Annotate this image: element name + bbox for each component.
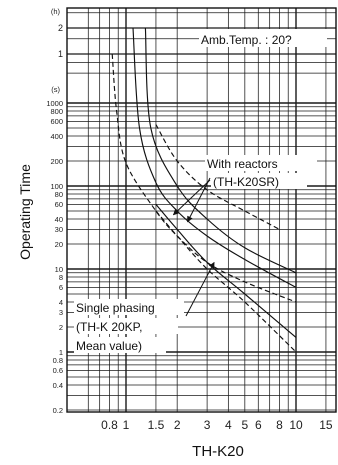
y-tick-label: 600 <box>50 117 63 126</box>
x-tick-label: 0.8 <box>101 418 118 432</box>
annotation-text: (TH-K20SR) <box>213 175 279 189</box>
x-tick-label: 6 <box>255 418 262 432</box>
y-tick-label: 30 <box>55 225 63 234</box>
y-section-label: (h) <box>51 7 61 16</box>
x-tick-label: 2 <box>174 418 181 432</box>
y-tick-label: 20 <box>55 240 63 249</box>
x-tick-label: 8 <box>276 418 283 432</box>
y-tick-label: 80 <box>55 190 63 199</box>
y-tick-label: 0.6 <box>53 366 63 375</box>
x-tick-label: 1 <box>123 418 130 432</box>
annotation-text: Mean value) <box>76 339 142 353</box>
series-line-dashed <box>155 124 280 230</box>
y-tick-label: 0.2 <box>53 406 63 415</box>
x-tick-labels: 0.8 1 1.5 2 3 4 5 6 8 10 15 <box>101 418 333 432</box>
annotation-background <box>74 318 178 334</box>
x-tick-label: 15 <box>319 418 333 432</box>
y-tick-label: 40 <box>55 215 63 224</box>
annotation-arrow <box>172 179 211 216</box>
y-tick-label: 2 <box>58 23 63 33</box>
axis-frame <box>66 7 337 413</box>
series-line-solid <box>144 27 297 274</box>
annotation-text: Amb.Temp. : 20? <box>201 33 292 47</box>
y-section-label: (s) <box>51 85 60 94</box>
annotation-text: Single phasing <box>76 301 155 315</box>
plot-frame <box>66 7 337 413</box>
y-tick-label: 2 <box>59 323 63 332</box>
annotation-background <box>205 155 317 171</box>
annotation-arrow <box>187 177 211 223</box>
x-tick-label: 3 <box>204 418 211 432</box>
series-line-dashed <box>155 210 297 353</box>
y-tick-label: 1 <box>59 348 63 357</box>
x-tick-label: 10 <box>289 418 303 432</box>
annotation-background <box>74 299 184 315</box>
y-tick-label: 400 <box>50 132 63 141</box>
series-line-solid <box>155 204 297 338</box>
annotation-background <box>199 29 327 47</box>
y-axis-label: Operating Time <box>17 164 33 260</box>
annotation-text: (TH-K 20KP, <box>76 320 142 334</box>
y-tick-label: 200 <box>50 157 63 166</box>
x-tick-label: 4 <box>225 418 232 432</box>
y-tick-label: 8 <box>59 273 63 282</box>
annotation-arrows <box>172 177 215 317</box>
annotation-text: With reactors <box>207 157 278 171</box>
x-tick-label: 1.5 <box>148 418 165 432</box>
y-tick-label: 1 <box>58 49 63 59</box>
y-tick-label: 4 <box>59 298 63 307</box>
annotation-background <box>211 173 307 189</box>
annotation-arrow <box>185 261 215 317</box>
y-tick-label: 6 <box>59 283 63 292</box>
annotation-background <box>74 337 166 353</box>
y-tick-label: 0.8 <box>53 356 63 365</box>
x-tick-label: 5 <box>241 418 248 432</box>
y-tick-label: 3 <box>59 308 63 317</box>
y-tick-label: 10 <box>55 265 63 274</box>
y-tick-label: 60 <box>55 200 63 209</box>
series-line-dashed <box>111 53 297 303</box>
y-tick-label: 100 <box>50 182 63 191</box>
y-tick-label: 800 <box>50 107 63 116</box>
y-tick-label: 0.4 <box>53 381 63 390</box>
annotations: Amb.Temp. : 20? With reactors (TH-K20SR) Si… <box>74 29 327 353</box>
x-axis-label: TH-K20 <box>192 443 244 460</box>
y-tick-label: 1000 <box>46 99 63 108</box>
